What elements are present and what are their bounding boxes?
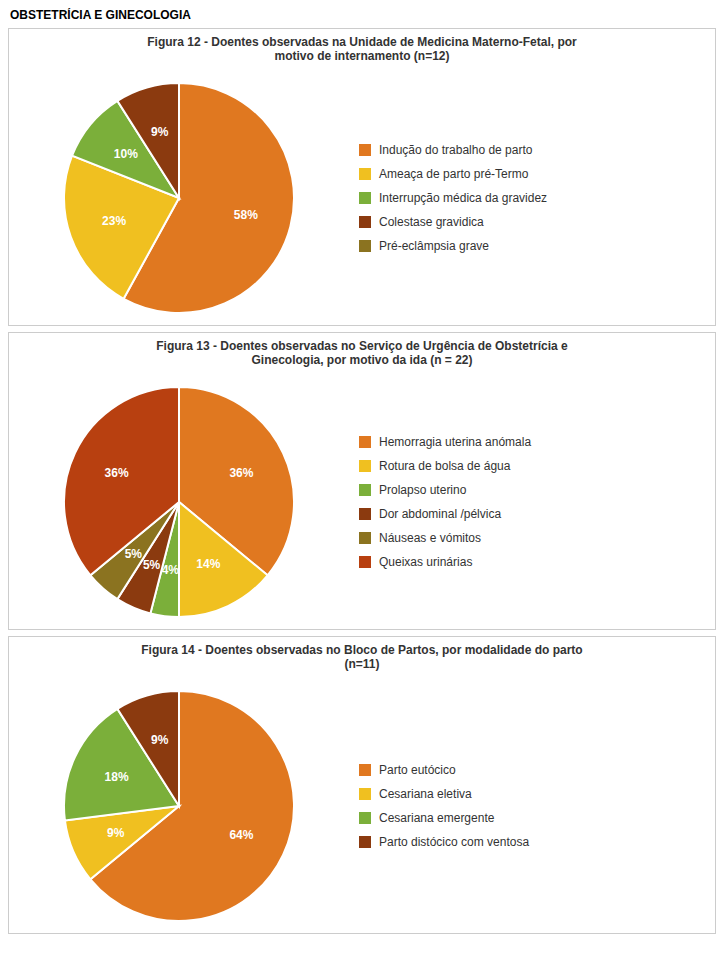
- html-text:Queixas urinárias: Queixas urinárias: [379, 555, 473, 569]
- html-text:Interrupção médica da gravidez: Interrupção médica da gravidez: [379, 191, 548, 205]
- svg-text:58%: 58%: [234, 208, 258, 222]
- svg-text:5%: 5%: [143, 558, 161, 572]
- html-text:Dor abdominal /pélvica: Dor abdominal /pélvica: [379, 507, 502, 521]
- svg-text:23%: 23%: [102, 214, 126, 228]
- svg-text:18%: 18%: [105, 770, 129, 784]
- svg-text:64%: 64%: [229, 828, 253, 842]
- html-text:Parto distócico com ventosa: Parto distócico com ventosa: [379, 835, 530, 849]
- svg-text:9%: 9%: [151, 125, 169, 139]
- html-text:Rotura de bolsa de água: Rotura de bolsa de água: [379, 459, 511, 473]
- svg-text:4%: 4%: [162, 563, 180, 577]
- html-text:Parto eutócico: Parto eutócico: [379, 763, 456, 777]
- html-text:Colestase gravidica: Colestase gravidica: [379, 215, 484, 229]
- html-text:Cesariana emergente: Cesariana emergente: [379, 811, 495, 825]
- svg-text:36%: 36%: [229, 466, 253, 480]
- html-text:Indução do trabalho de parto: Indução do trabalho de parto: [379, 143, 533, 157]
- html-text:Figura 14 - Doentes observadas: Figura 14 - Doentes observadas no Bloco …: [141, 643, 583, 671]
- html-text:OBSTETRÍCIA E GINECOLOGIA: OBSTETRÍCIA E GINECOLOGIA: [10, 8, 191, 22]
- html-text:Pré-eclâmpsia grave: Pré-eclâmpsia grave: [379, 239, 489, 253]
- svg-text:36%: 36%: [105, 466, 129, 480]
- html-text:Figura 13 - Doentes observadas: Figura 13 - Doentes observadas no Serviç…: [156, 339, 568, 367]
- html-text:Hemorragia uterina anómala: Hemorragia uterina anómala: [379, 435, 532, 449]
- svg-text:14%: 14%: [196, 557, 220, 571]
- svg-text:9%: 9%: [151, 733, 169, 747]
- html-text:Figura 12 - Doentes observadas: Figura 12 - Doentes observadas na Unidad…: [147, 35, 577, 63]
- html-text:Náuseas e vómitos: Náuseas e vómitos: [379, 531, 481, 545]
- html-text:Prolapso uterino: Prolapso uterino: [379, 483, 467, 497]
- svg-text:5%: 5%: [125, 547, 143, 561]
- svg-text:9%: 9%: [107, 826, 125, 840]
- svg-text:10%: 10%: [114, 147, 138, 161]
- html-text:Cesariana eletiva: Cesariana eletiva: [379, 787, 472, 801]
- html-text:Ameaça de parto pré-Termo: Ameaça de parto pré-Termo: [379, 167, 529, 181]
